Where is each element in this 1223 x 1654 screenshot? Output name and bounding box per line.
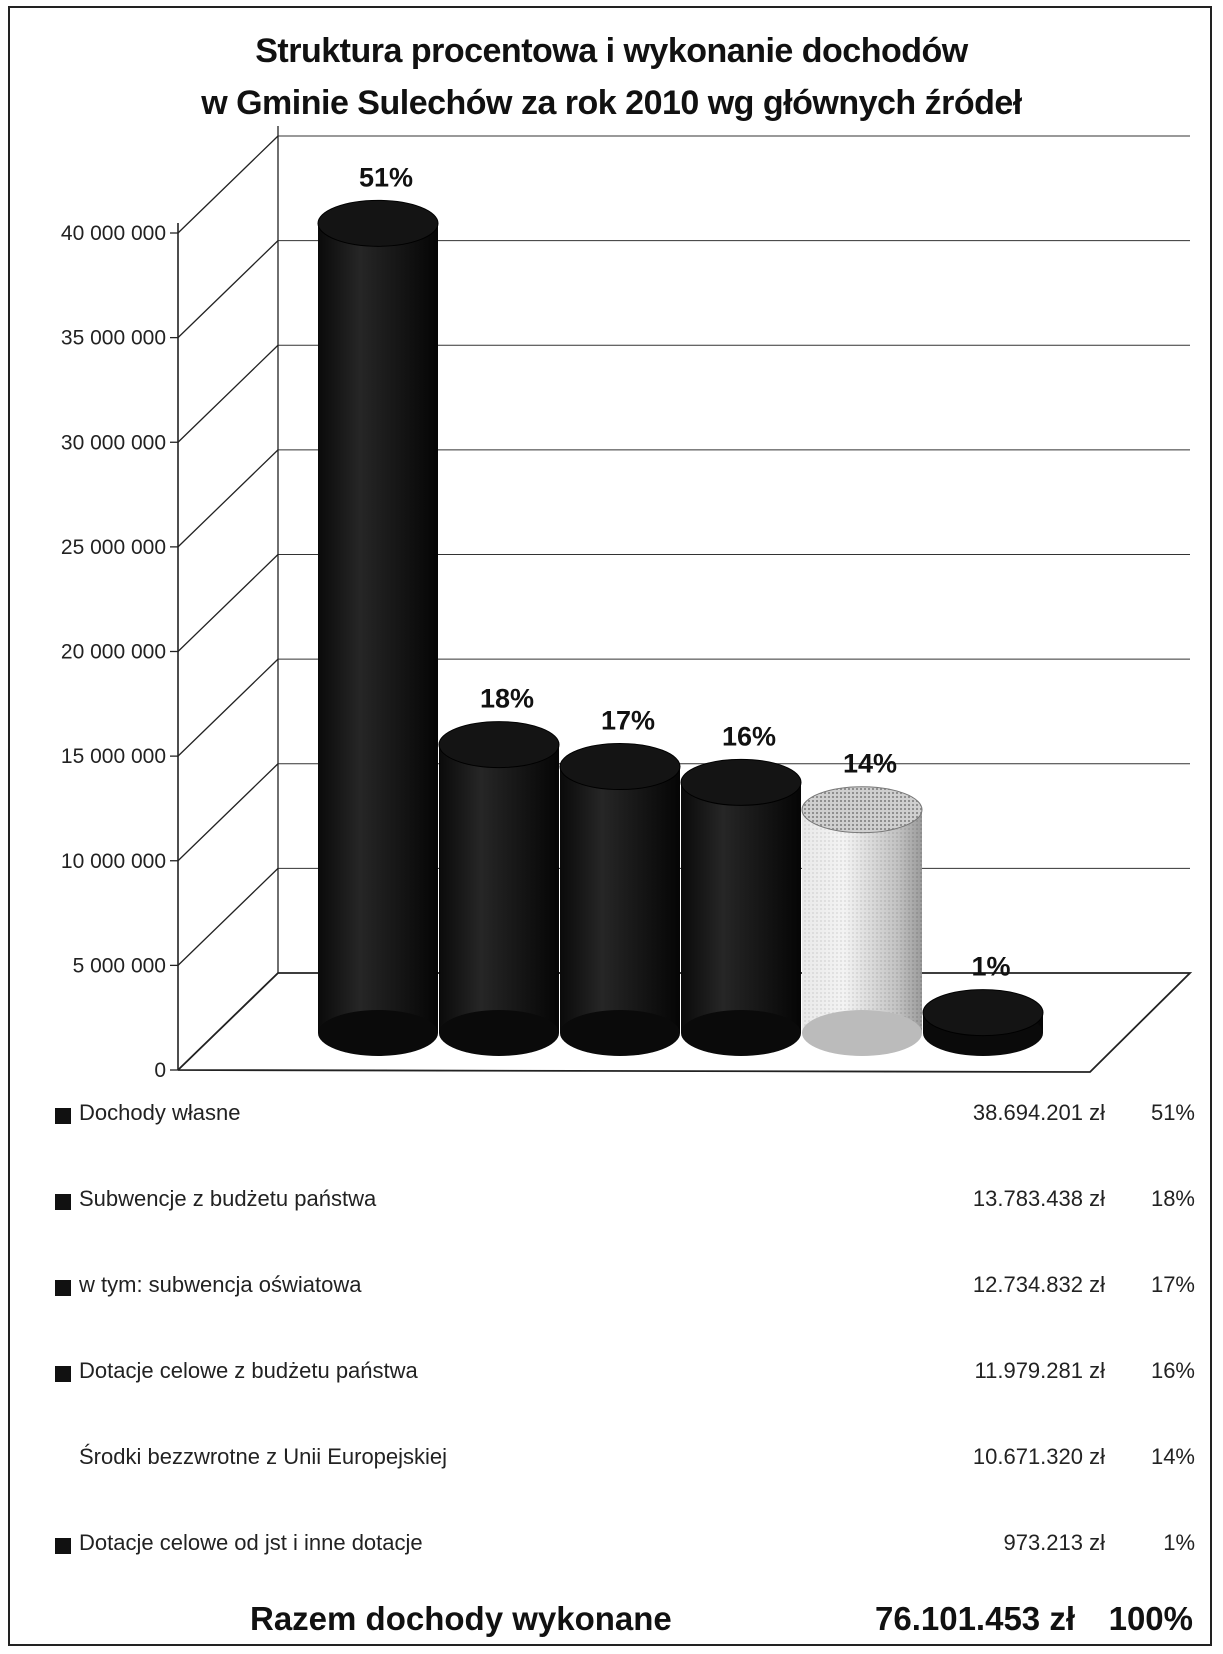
side-gridline [177,344,279,443]
bar-top [801,786,923,834]
chart-frame [8,6,1212,1646]
bar-1 [317,199,439,1056]
legend-row: Subwencje z budżetu państwa 13.783.438 zł… [55,1186,1195,1220]
total-row: Razem dochody wykonane 76.101.453 zł 100… [0,1600,1223,1644]
bar-top [438,721,560,769]
bar-chart: 0 5 000 000 10 000 000 15 000 000 20 000 000… [61,126,1193,1080]
legend-percent: 18% [1150,1186,1195,1211]
y-tick-label: 5 000 000 [73,954,166,977]
side-gridline [177,867,279,966]
legend-marker [55,1538,71,1554]
legend-label: Dochody własne [79,1100,241,1125]
side-gridline [177,554,279,652]
total-percent: 100% [1108,1600,1193,1637]
bar-top [680,758,802,806]
y-tick-label: 25 000 000 [61,536,166,559]
bar-6 [922,989,1044,1056]
bar-bottom [802,1010,922,1056]
data-label-5: 14% [843,749,897,779]
data-label-6: 1% [971,952,1010,982]
y-tick-label: 0 [154,1059,166,1080]
bar-2 [438,721,560,1056]
total-label: Razem dochody wykonane [250,1600,672,1637]
data-label-2: 18% [480,684,534,714]
labels-layer: 51% 18% 17% 16% 14% 1% [359,162,1011,981]
legend-percent: 1% [1163,1530,1195,1555]
y-tick-label: 10 000 000 [61,850,166,873]
legend-row: Dotacje celowe od jst i inne dotacje 973.… [55,1530,1195,1564]
legend-row: w tym: subwencja oświatowa 12.734.832 zł 1… [55,1272,1195,1306]
floor [177,972,1193,1073]
bar-body [560,766,680,1033]
total-amount: 76.101.453 zł [875,1600,1075,1637]
side-gridline [177,449,279,548]
bar-body [318,223,438,1033]
bar-5 [801,786,923,1056]
legend-row: Dotacje celowe z budżetu państwa 11.979.2… [55,1358,1195,1392]
y-tick-label: 30 000 000 [61,431,166,454]
side-gridline [177,240,279,339]
y-tick-label: 35 000 000 [61,327,166,350]
side-gridline [177,135,279,234]
y-tick-label: 15 000 000 [61,745,166,768]
legend-label: Środki bezzwrotne z Unii Europejskiej [79,1444,448,1469]
bar-4 [680,758,802,1056]
bar-bottom [439,1010,559,1056]
bar-3 [559,743,681,1056]
bar-body [439,744,559,1033]
chart-title-line2: w Gminie Sulechów za rok 2010 wg głównyc… [201,84,1022,122]
bar-top [317,199,439,247]
legend-label: w tym: subwencja oświatowa [79,1272,362,1297]
legend-marker [55,1280,71,1296]
legend-amount: 38.694.201 zł [972,1100,1105,1125]
legend-marker [55,1194,71,1210]
bars-layer [317,199,1044,1056]
legend-row: Dochody własne 38.694.201 zł 51% [55,1100,1195,1134]
data-label-1: 51% [359,162,413,192]
y-tick-label: 20 000 000 [61,641,166,664]
legend-marker [55,1366,71,1382]
legend-marker [55,1452,71,1468]
legend-amount: 973.213 zł [1003,1530,1105,1555]
legend-amount: 11.979.281 zł [974,1358,1105,1383]
legend-label: Dotacje celowe od jst i inne dotacje [79,1530,423,1555]
legend-row: Środki bezzwrotne z Unii Europejskiej 10.… [55,1444,1195,1478]
side-gridline [177,658,279,757]
axes-layer: 0 5 000 000 10 000 000 15 000 000 20 000 000… [61,126,1193,1080]
bar-body [681,782,801,1033]
bar-top [559,743,681,791]
legend-amount: 13.783.438 zł [972,1186,1105,1211]
bar-bottom [560,1010,680,1056]
bar-top [922,989,1044,1037]
bar-bottom [681,1010,801,1056]
legend-percent: 14% [1150,1444,1195,1469]
legend-percent: 16% [1150,1358,1195,1383]
legend-percent: 17% [1150,1272,1195,1297]
legend-amount: 12.734.832 zł [972,1272,1105,1297]
legend-amount: 10.671.320 zł [972,1444,1105,1469]
data-label-3: 17% [601,706,655,736]
legend-label: Subwencje z budżetu państwa [79,1186,377,1211]
chart-title-line1: Struktura procentowa i wykonanie dochodó… [255,32,968,70]
data-label-4: 16% [722,721,776,751]
legend-percent: 51% [1150,1100,1195,1125]
bar-bottom [318,1010,438,1056]
bar-shade [802,809,922,1033]
side-gridline [177,763,279,862]
legend-marker [55,1108,71,1124]
legend-label: Dotacje celowe z budżetu państwa [79,1358,418,1383]
y-tick-label: 40 000 000 [61,222,166,245]
